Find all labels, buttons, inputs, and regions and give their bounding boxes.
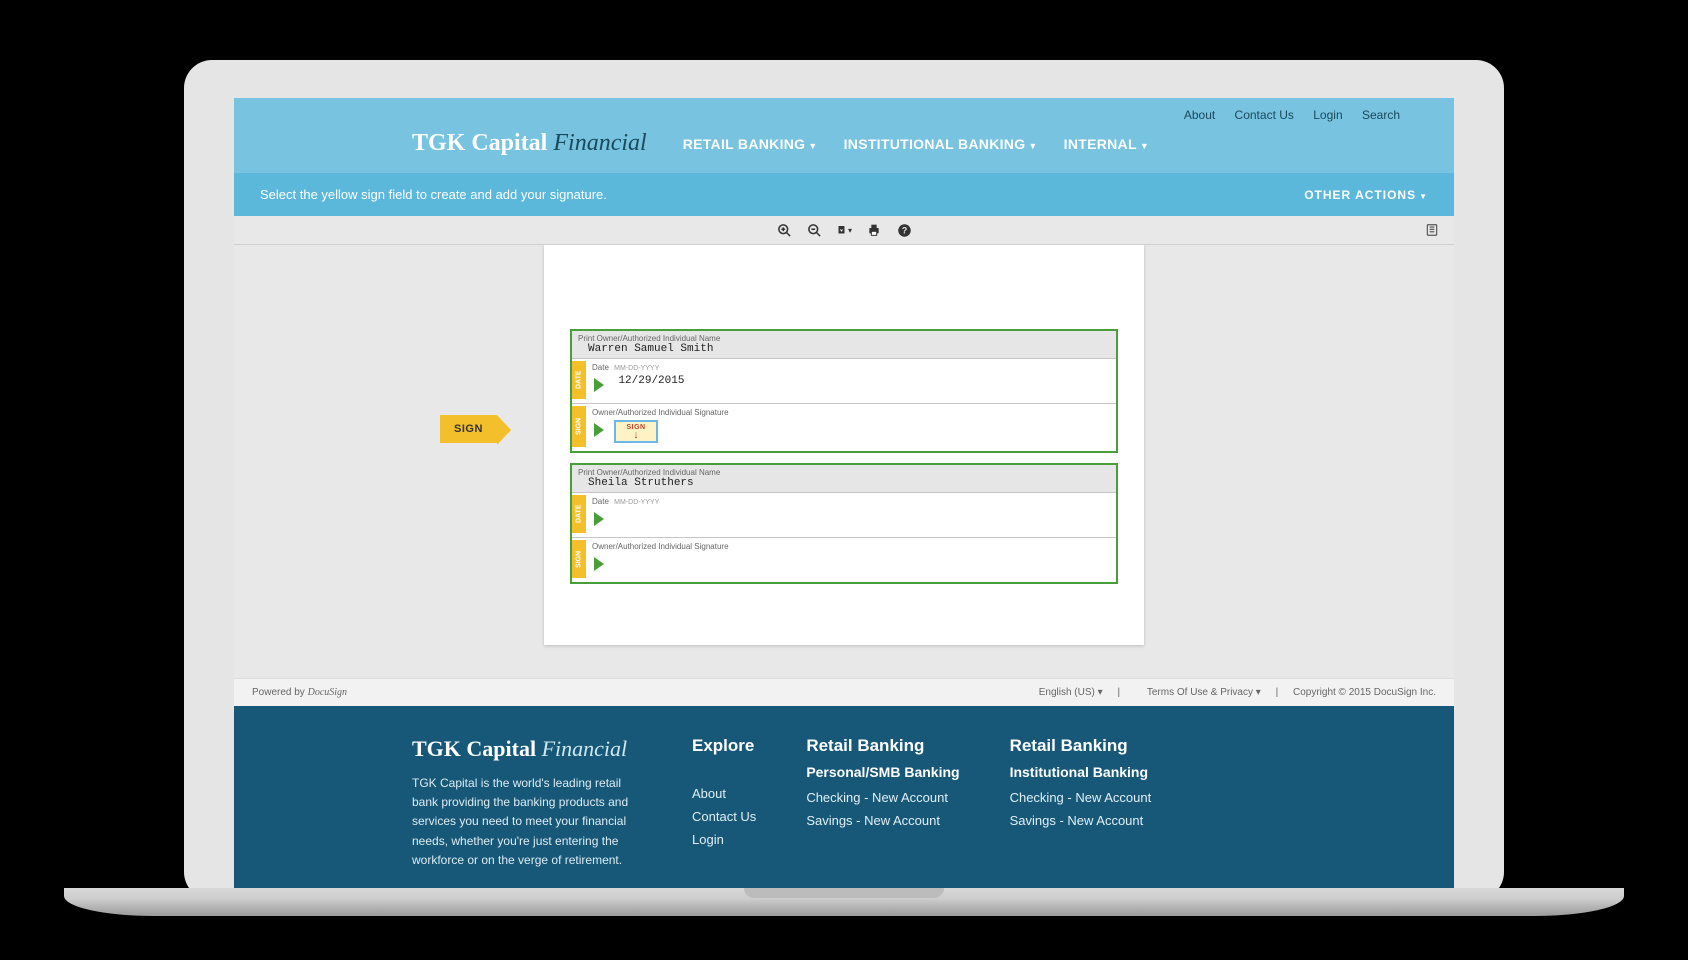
date-field: DATE Date MM-DD-YYYY <box>572 493 1116 538</box>
site-footer: TGK Capital Financial TGK Capital is the… <box>234 706 1454 900</box>
footer-link-checking[interactable]: Checking - New Account <box>1010 790 1152 805</box>
sign-tag: SIGN <box>572 406 586 447</box>
date-value <box>604 511 614 523</box>
footer-link-contact[interactable]: Contact Us <box>692 809 756 824</box>
date-field: DATE Date MM-DD-YYYY 12/29/2015 <box>572 359 1116 404</box>
arrow-icon <box>594 378 604 392</box>
nav-retail-banking[interactable]: RETAIL BANKING▼ <box>683 136 818 152</box>
document-page: Print Owner/Authorized Individual Name W… <box>544 245 1144 645</box>
app-screen: About Contact Us Login Search TGK Capita… <box>234 98 1454 900</box>
nav-internal[interactable]: INTERNAL▼ <box>1064 136 1149 152</box>
footer-heading: Retail Banking <box>1010 736 1152 756</box>
sign-tag: SIGN <box>572 540 586 578</box>
footer-subheading: Institutional Banking <box>1010 764 1152 780</box>
link-contact[interactable]: Contact Us <box>1235 108 1294 122</box>
date-tag: DATE <box>572 361 586 399</box>
panel-toggle-icon[interactable] <box>1424 222 1440 238</box>
date-tag: DATE <box>572 495 586 533</box>
zoom-in-icon[interactable] <box>776 222 792 238</box>
laptop-frame: About Contact Us Login Search TGK Capita… <box>184 60 1504 900</box>
name-label: Print Owner/Authorized Individual Name <box>578 468 1110 477</box>
main-nav: TGK Capital Financial RETAIL BANKING▼ IN… <box>234 124 1454 173</box>
laptop-notch <box>744 888 944 898</box>
footer-link-about[interactable]: About <box>692 786 756 801</box>
site-header: About Contact Us Login Search TGK Capita… <box>234 98 1454 173</box>
brand-suffix: Financial <box>553 130 646 156</box>
arrow-icon <box>594 423 604 437</box>
date-label: Date MM-DD-YYYY <box>592 497 1104 506</box>
instruction-bar: Select the yellow sign field to create a… <box>234 173 1454 216</box>
instruction-text: Select the yellow sign field to create a… <box>260 187 607 202</box>
footer-about: TGK Capital Financial TGK Capital is the… <box>412 736 642 870</box>
footer-heading: Retail Banking <box>806 736 959 756</box>
link-login[interactable]: Login <box>1313 108 1342 122</box>
powered-right: English (US) ▾ | Terms Of Use & Privacy … <box>1015 687 1436 698</box>
date-value: 12/29/2015 <box>608 375 684 387</box>
svg-text:?: ? <box>901 225 906 235</box>
laptop-base <box>64 888 1624 916</box>
language-selector[interactable]: English (US) ▾ <box>1027 687 1103 698</box>
powered-by: Powered by DocuSign <box>252 687 347 698</box>
separator: | <box>1276 687 1279 698</box>
powered-bar: Powered by DocuSign English (US) ▾ | Ter… <box>234 678 1454 706</box>
signature-field: SIGN Owner/Authorized Individual Signatu… <box>572 404 1116 451</box>
brand-name: TGK Capital <box>412 130 547 156</box>
help-icon[interactable]: ? <box>896 222 912 238</box>
other-actions-button[interactable]: OTHER ACTIONS▼ <box>1304 188 1428 202</box>
signer-block: Print Owner/Authorized Individual Name S… <box>570 463 1118 584</box>
arrow-icon <box>594 557 604 571</box>
header-top-links: About Contact Us Login Search <box>234 98 1454 124</box>
footer-link-login[interactable]: Login <box>692 832 756 847</box>
link-search[interactable]: Search <box>1362 108 1400 122</box>
footer-heading: Explore <box>692 736 756 756</box>
separator: | <box>1117 687 1120 698</box>
document-toolbar: ▾ ? <box>234 216 1454 245</box>
name-label: Print Owner/Authorized Individual Name <box>578 334 1110 343</box>
footer-explore: Explore About Contact Us Login <box>692 736 756 870</box>
download-icon[interactable]: ▾ <box>836 222 852 238</box>
brand-logo: TGK Capital Financial <box>412 130 647 157</box>
footer-description: TGK Capital is the world's leading retai… <box>412 774 642 870</box>
date-label: Date MM-DD-YYYY <box>592 363 1104 372</box>
terms-link[interactable]: Terms Of Use & Privacy ▾ <box>1135 687 1261 698</box>
sign-here-button[interactable]: SIGN ↓ <box>614 420 657 443</box>
link-about[interactable]: About <box>1184 108 1215 122</box>
copyright-text: Copyright © 2015 DocuSign Inc. <box>1293 687 1436 698</box>
footer-link-savings[interactable]: Savings - New Account <box>1010 813 1152 828</box>
print-icon[interactable] <box>866 222 882 238</box>
footer-brand: TGK Capital Financial <box>412 736 642 762</box>
signature-label: Owner/Authorized Individual Signature <box>592 408 1104 417</box>
nav-institutional-banking[interactable]: INSTITUTIONAL BANKING▼ <box>844 136 1038 152</box>
document-area: SIGN Print Owner/Authorized Individual N… <box>234 245 1454 678</box>
zoom-out-icon[interactable] <box>806 222 822 238</box>
footer-link-savings[interactable]: Savings - New Account <box>806 813 959 828</box>
arrow-icon <box>594 512 604 526</box>
name-value: Sheila Struthers <box>578 477 1110 489</box>
signature-label: Owner/Authorized Individual Signature <box>592 542 1104 551</box>
footer-link-checking[interactable]: Checking - New Account <box>806 790 959 805</box>
footer-retail2: Retail Banking Institutional Banking Che… <box>1010 736 1152 870</box>
sign-here-flag[interactable]: SIGN <box>440 415 497 443</box>
docusign-logo: DocuSign <box>308 687 347 698</box>
name-field: Print Owner/Authorized Individual Name S… <box>572 465 1116 493</box>
name-value: Warren Samuel Smith <box>578 343 1110 355</box>
signature-field: SIGN Owner/Authorized Individual Signatu… <box>572 538 1116 582</box>
signer-block: Print Owner/Authorized Individual Name W… <box>570 329 1118 453</box>
footer-subheading: Personal/SMB Banking <box>806 764 959 780</box>
footer-retail1: Retail Banking Personal/SMB Banking Chec… <box>806 736 959 870</box>
name-field: Print Owner/Authorized Individual Name W… <box>572 331 1116 359</box>
